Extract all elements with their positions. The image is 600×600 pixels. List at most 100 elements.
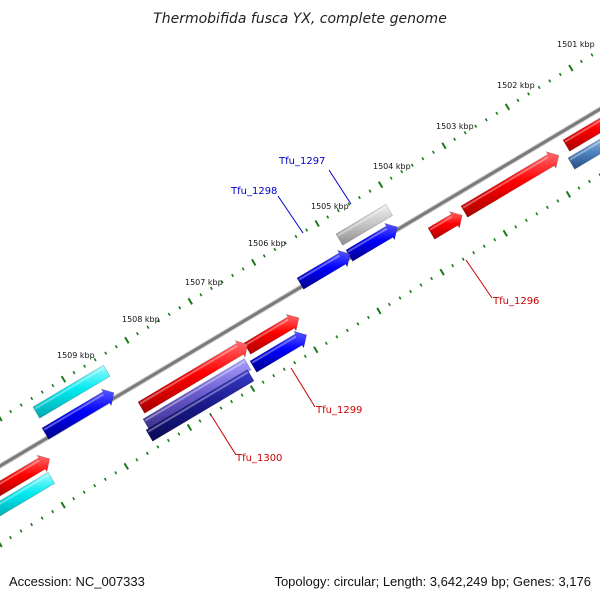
cds-tfu-1300-navy[interactable]	[145, 369, 255, 442]
ruler-tick	[219, 406, 223, 410]
ruler-tick	[0, 542, 3, 548]
ruler-tick	[472, 250, 476, 255]
ruler-tick	[40, 516, 44, 520]
ruler-tick	[40, 390, 44, 394]
rna-left-upper[interactable]	[32, 364, 111, 419]
ruler-tick	[524, 218, 528, 223]
ruler-tick	[293, 361, 297, 365]
ruler-tick	[537, 85, 541, 90]
ruler-tick	[51, 383, 55, 388]
ruler-tick	[9, 409, 13, 414]
ruler-tick	[114, 344, 118, 349]
ruler-tick	[273, 247, 277, 252]
ruler-tick	[209, 286, 213, 291]
ruler-tick	[545, 205, 549, 210]
ruler-tick	[356, 322, 360, 326]
ruler-tick	[421, 157, 425, 161]
ruler-tick	[72, 496, 76, 501]
ruler-tick	[0, 416, 3, 422]
cds-tfu-1300[interactable]	[137, 340, 249, 414]
ruler-label-1505: 1505 kbp	[311, 202, 349, 211]
ruler-tick	[145, 451, 149, 456]
ruler-tick	[30, 396, 34, 401]
ruler-tick	[347, 202, 351, 206]
ruler-tick	[565, 190, 572, 198]
cds-left-blue[interactable]	[41, 388, 115, 440]
ruler-tick	[305, 228, 309, 232]
gene-label-tfu-1296[interactable]: Tfu_1296	[492, 296, 539, 307]
ruler-tick	[187, 297, 193, 305]
cds-steel-right[interactable]	[567, 138, 600, 170]
cds-tfu-1300-purple[interactable]	[142, 358, 252, 431]
ruler-tick	[514, 225, 518, 229]
ruler-tick	[178, 306, 182, 310]
gene-label-tfu-1297[interactable]: Tfu_1297	[278, 156, 325, 167]
ruler-tick	[409, 289, 412, 294]
ruler-label-1504: 1504 kbp	[373, 162, 411, 171]
ruler-tick	[389, 176, 393, 180]
ruler-tick	[220, 280, 224, 284]
ruler-tick	[577, 186, 581, 190]
ruler-tick	[19, 529, 23, 533]
ruler-tick	[241, 267, 245, 271]
ruler-tick	[249, 385, 256, 393]
ruler-tick	[146, 325, 150, 329]
gene-label-tfu-1300[interactable]: Tfu_1300	[235, 453, 282, 464]
ruler-tick	[124, 336, 130, 344]
ruler-tick	[156, 445, 160, 449]
ruler-tick	[93, 357, 97, 362]
ruler-tick	[388, 302, 391, 307]
cds-upper-right-red[interactable]	[562, 109, 600, 152]
ruler-tick	[598, 173, 600, 177]
ruler-tick	[157, 319, 161, 323]
ruler-tick	[400, 169, 404, 174]
cds-tfu-1298[interactable]	[296, 249, 351, 290]
ruler-tick	[441, 142, 447, 150]
ruler-tick	[439, 268, 445, 276]
ruler-tick	[114, 471, 118, 475]
ruler-tick	[398, 296, 402, 300]
ruler-tick	[502, 229, 508, 237]
feature-tfu-1297-grey[interactable]	[335, 203, 393, 246]
ruler-tick	[548, 79, 552, 83]
cds-tfu-1297[interactable]	[345, 222, 398, 262]
ruler-tick	[357, 195, 361, 200]
ruler-tick	[93, 484, 97, 488]
ruler-tick	[335, 335, 339, 339]
ruler-tick	[556, 199, 560, 203]
ruler-tick	[410, 163, 414, 167]
ruler-tick	[82, 490, 86, 494]
ruler-label-1509: 1509 kbp	[57, 351, 95, 360]
ruler-label-1502: 1502 kbp	[497, 81, 535, 90]
ruler-tick	[461, 257, 465, 261]
ruler-tick	[463, 131, 467, 135]
ruler-tick	[313, 346, 319, 354]
ruler-tick	[251, 258, 257, 266]
ruler-tick	[482, 244, 486, 248]
cds-left-red-bottom[interactable]	[0, 454, 51, 499]
ruler-label-1503: 1503 kbp	[436, 122, 474, 131]
ruler-tick	[167, 312, 171, 316]
gene-label-tfu-1298[interactable]: Tfu_1298	[230, 186, 277, 197]
ruler-label-1507: 1507 kbp	[185, 278, 223, 287]
ruler-tick	[590, 53, 594, 57]
ruler-tick	[368, 189, 372, 193]
ruler-tick	[19, 403, 23, 407]
ruler-ticks	[0, 53, 600, 548]
cds-red-small[interactable]	[427, 211, 463, 240]
ruler-tick	[430, 276, 434, 281]
cds-tfu-1299-red[interactable]	[243, 313, 300, 355]
ruler-tick	[345, 328, 349, 333]
gene-label-tfu-1299[interactable]: Tfu_1299	[315, 405, 362, 416]
rna-left-bottom[interactable]	[0, 471, 56, 519]
ruler-tick	[419, 283, 423, 287]
ruler-tick	[326, 215, 330, 219]
ruler-tick	[558, 72, 562, 77]
map-title: Thermobifida fusca YX, complete genome	[153, 11, 447, 27]
feature-track	[0, 109, 600, 519]
ruler-tick	[60, 375, 67, 383]
cds-tfu-1296[interactable]	[460, 151, 560, 218]
ruler-tick	[527, 92, 531, 96]
cds-tfu-1299-blue[interactable]	[249, 330, 307, 373]
ruler-tick	[72, 370, 76, 375]
